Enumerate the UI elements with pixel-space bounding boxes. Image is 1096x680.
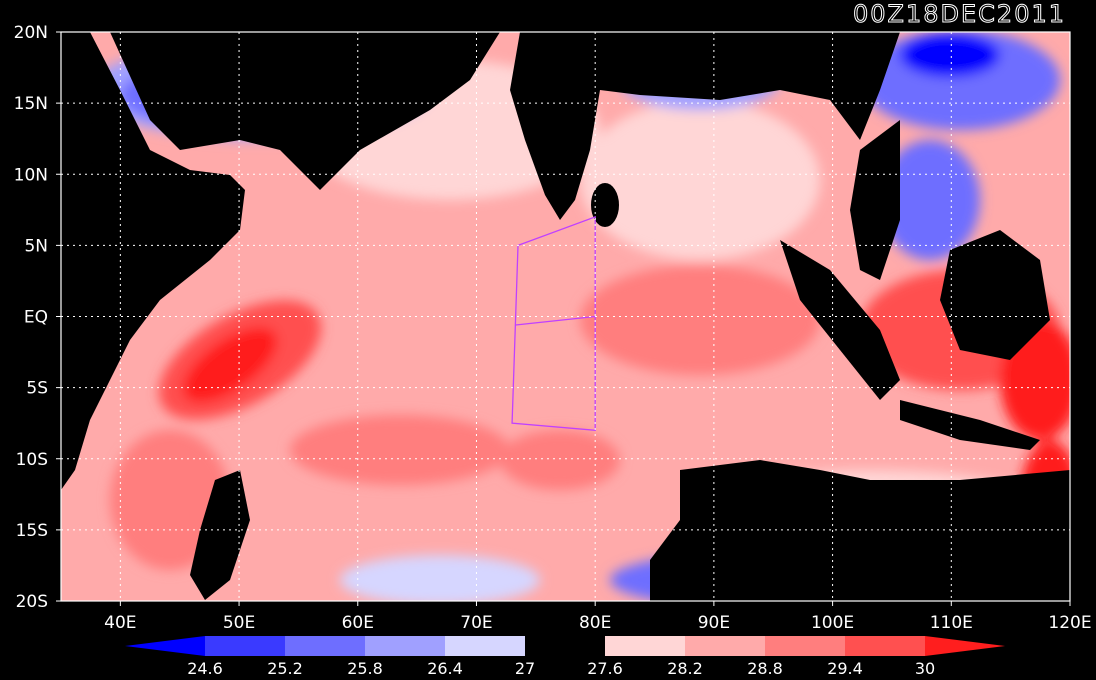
colorbar-box bbox=[205, 636, 285, 656]
lat-tick-label: 5S bbox=[26, 379, 48, 399]
map-gridlines bbox=[56, 31, 1071, 606]
lat-tick-label: 15S bbox=[16, 521, 48, 541]
colorbar-level-label: 26.4 bbox=[427, 659, 463, 678]
lat-tick-label: EQ bbox=[24, 308, 48, 328]
lat-tick-label: 20N bbox=[14, 23, 48, 43]
colorbar-box bbox=[445, 636, 525, 656]
colorbar-low-arrow bbox=[125, 636, 205, 656]
lon-tick-label: 90E bbox=[698, 613, 730, 633]
colorbar-box bbox=[605, 636, 685, 656]
colorbar-level-label: 29.4 bbox=[827, 659, 863, 678]
longitude-labels: 40E 50E 60E 70E 80E 90E 100E 110E 120E bbox=[104, 613, 1091, 633]
map-frame bbox=[60, 31, 1071, 602]
lat-tick-label: 10N bbox=[14, 165, 48, 185]
colorbar-box bbox=[365, 636, 445, 656]
colorbar-level-label: 25.8 bbox=[347, 659, 383, 678]
lat-tick-label: 10S bbox=[16, 450, 48, 470]
colorbar-level-label: 28.8 bbox=[747, 659, 783, 678]
region-equator-line bbox=[515, 315, 596, 326]
lon-tick-label: 40E bbox=[104, 613, 136, 633]
colorbar-level-label: 27 bbox=[515, 659, 535, 678]
region-box bbox=[511, 215, 596, 432]
lon-tick-label: 50E bbox=[223, 613, 255, 633]
lat-tick-label: 20S bbox=[16, 592, 48, 612]
region-outline bbox=[511, 215, 596, 432]
map-title: 00Z18DEC2011 bbox=[853, 0, 1066, 28]
lon-tick-label: 80E bbox=[579, 613, 611, 633]
lon-tick-label: 110E bbox=[930, 613, 973, 633]
colorbar-level-label: 25.2 bbox=[267, 659, 303, 678]
colorbar-high-arrow bbox=[925, 636, 1005, 656]
colorbar-box bbox=[685, 636, 765, 656]
sst-field bbox=[61, 32, 1070, 601]
colorbar-box bbox=[285, 636, 365, 656]
lat-tick-label: 5N bbox=[24, 236, 48, 256]
lon-tick-label: 100E bbox=[811, 613, 854, 633]
colorbar-level-label: 24.6 bbox=[187, 659, 223, 678]
lon-tick-label: 70E bbox=[460, 613, 492, 633]
colorbar-level-label: 28.2 bbox=[667, 659, 703, 678]
colorbar-level-label: 27.6 bbox=[587, 659, 623, 678]
colorbar-box bbox=[765, 636, 845, 656]
colorbar-level-label: 30 bbox=[915, 659, 935, 678]
colorbar-box bbox=[845, 636, 925, 656]
colorbar-box bbox=[525, 636, 605, 656]
lon-tick-label: 120E bbox=[1048, 613, 1091, 633]
lat-tick-label: 15N bbox=[14, 94, 48, 114]
lon-tick-label: 60E bbox=[342, 613, 374, 633]
colorbar: 24.6 25.2 25.8 26.4 27 27.6 28.2 28.8 29.4 30 bbox=[125, 636, 1005, 678]
land-masses bbox=[61, 32, 1070, 601]
latitude-labels: 20N 15N 10N 5N EQ 5S 10S 15S 20S bbox=[14, 23, 48, 612]
